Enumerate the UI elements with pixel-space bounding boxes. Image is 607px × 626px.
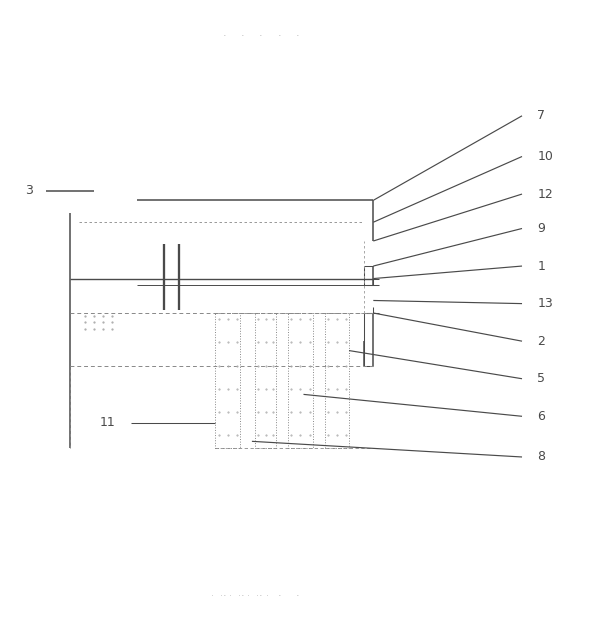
Text: 9: 9: [537, 222, 545, 235]
Text: .: .: [229, 588, 232, 598]
Text: .: .: [248, 588, 250, 598]
Text: 10: 10: [537, 150, 553, 163]
Text: .: .: [220, 588, 223, 598]
Text: .: .: [296, 28, 299, 38]
Text: .: .: [266, 588, 268, 598]
Text: .: .: [223, 28, 226, 38]
Text: 2: 2: [537, 335, 545, 347]
Text: .: .: [277, 588, 281, 598]
Text: .: .: [277, 28, 281, 38]
Text: .: .: [223, 588, 226, 598]
Text: 3: 3: [25, 185, 33, 197]
Text: .: .: [257, 588, 259, 598]
Text: .: .: [211, 588, 214, 598]
Text: 12: 12: [537, 188, 553, 200]
Text: .: .: [241, 588, 245, 598]
Text: 6: 6: [537, 410, 545, 423]
Text: 1: 1: [537, 260, 545, 272]
Text: .: .: [259, 28, 263, 38]
Text: 8: 8: [537, 451, 545, 463]
Text: 5: 5: [537, 372, 545, 385]
Text: .: .: [296, 588, 299, 598]
Text: .: .: [259, 588, 263, 598]
Text: .: .: [239, 588, 241, 598]
Text: 13: 13: [537, 297, 553, 310]
Text: 7: 7: [537, 110, 545, 122]
Text: .: .: [241, 28, 245, 38]
Text: 11: 11: [100, 416, 115, 429]
